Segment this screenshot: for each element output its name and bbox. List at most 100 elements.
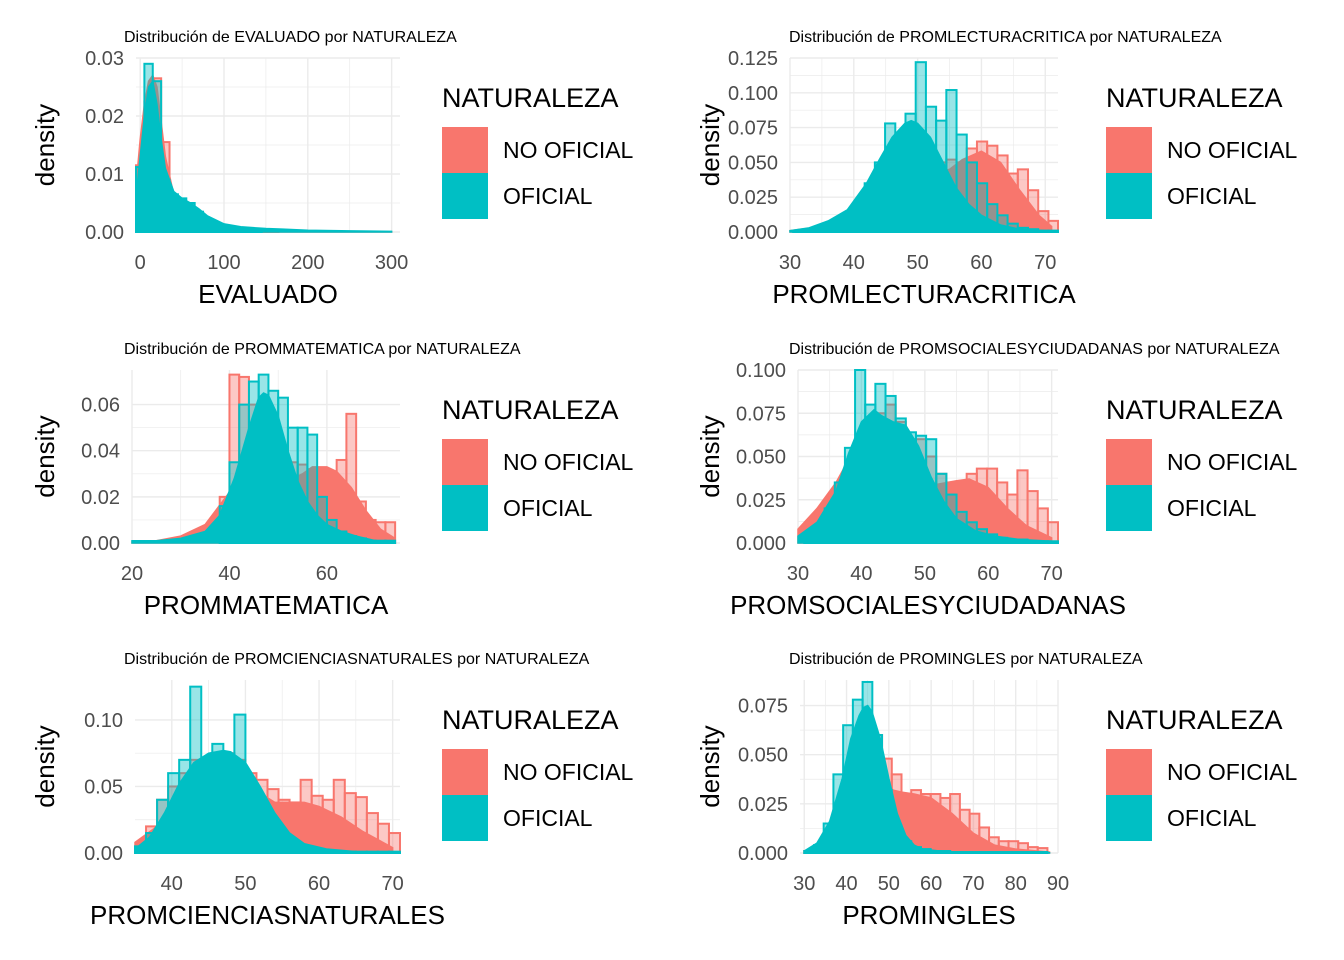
legend: NATURALEZA NO OFICIAL OFICIAL <box>1106 83 1298 219</box>
x-tick-label: 50 <box>906 252 928 274</box>
x-tick-label: 70 <box>1041 563 1063 585</box>
y-axis-label: density <box>30 415 60 497</box>
y-tick-label: 0.000 <box>736 533 786 555</box>
y-tick-label: 0.025 <box>728 187 778 209</box>
y-axis-label: density <box>695 104 725 186</box>
x-tick-label: 200 <box>291 252 324 274</box>
x-tick-label: 0 <box>135 252 146 274</box>
y-tick-label: 0.050 <box>736 447 786 469</box>
legend-title: NATURALEZA <box>442 705 619 735</box>
x-tick-label: 50 <box>914 563 936 585</box>
legend-key-oficial <box>442 173 488 219</box>
y-tick-label: 0.000 <box>728 222 778 244</box>
y-tick-label: 0.04 <box>81 441 120 463</box>
series-oficial <box>135 62 393 234</box>
density-area <box>797 408 1053 544</box>
y-tick-label: 0.025 <box>738 794 788 816</box>
legend-key-no-oficial <box>442 127 488 173</box>
legend-label: NO OFICIAL <box>503 449 634 475</box>
x-tick-label: 60 <box>977 563 999 585</box>
density-area <box>789 119 1046 233</box>
legend-key-no-oficial <box>1106 127 1152 173</box>
legend-key-no-oficial <box>1106 439 1152 485</box>
chart-title: Distribución de EVALUADO por NATURALEZA <box>124 29 457 46</box>
density-area <box>803 704 1051 854</box>
series-oficial <box>131 373 397 545</box>
legend-key-oficial <box>442 795 488 841</box>
x-tick-label: 50 <box>878 873 900 895</box>
chart-panel-1: Distribución de EVALUADO por NATURALEZA0… <box>30 29 634 309</box>
legend-key-no-oficial <box>442 439 488 485</box>
y-tick-label: 0.125 <box>728 48 778 70</box>
legend-label: OFICIAL <box>503 183 593 209</box>
legend: NATURALEZA NO OFICIAL OFICIAL <box>442 705 634 841</box>
y-tick-label: 0.00 <box>85 222 124 244</box>
legend: NATURALEZA NO OFICIAL OFICIAL <box>1106 705 1298 841</box>
legend-label: NO OFICIAL <box>1167 759 1298 785</box>
x-tick-label: 40 <box>850 563 872 585</box>
legend-title: NATURALEZA <box>442 83 619 113</box>
legend: NATURALEZA NO OFICIAL OFICIAL <box>442 395 634 531</box>
chart-title: Distribución de PROMINGLES por NATURALEZ… <box>789 651 1143 668</box>
x-tick-label: 300 <box>375 252 408 274</box>
grid <box>136 57 400 233</box>
y-tick-label: 0.000 <box>738 843 788 865</box>
y-tick-label: 0.01 <box>85 164 124 186</box>
x-tick-label: 30 <box>787 563 809 585</box>
y-axis-label: density <box>695 725 725 807</box>
x-tick-label: 80 <box>1005 873 1027 895</box>
y-tick-label: 0.03 <box>85 48 124 70</box>
chart-panel-4: Distribución de PROMSOCIALESYCIUDADANAS … <box>695 341 1298 620</box>
legend-label: OFICIAL <box>1167 495 1257 521</box>
y-tick-label: 0.00 <box>81 533 120 555</box>
legend-key-oficial <box>442 485 488 531</box>
y-tick-label: 0.06 <box>81 395 120 417</box>
x-tick-label: 30 <box>793 873 815 895</box>
legend-key-no-oficial <box>442 749 488 795</box>
legend-title: NATURALEZA <box>1106 83 1283 113</box>
x-axis-label: PROMCIENCIASNATURALES <box>90 900 445 930</box>
series-oficial <box>797 369 1059 545</box>
x-tick-label: 60 <box>920 873 942 895</box>
x-tick-label: 40 <box>218 563 240 585</box>
x-tick-label: 40 <box>835 873 857 895</box>
x-tick-label: 90 <box>1047 873 1069 895</box>
y-tick-label: 0.05 <box>84 776 123 798</box>
density-area <box>131 392 396 544</box>
series-oficial <box>789 61 1060 234</box>
series-oficial <box>134 685 402 855</box>
x-tick-label: 60 <box>970 252 992 274</box>
x-tick-label: 70 <box>1034 252 1056 274</box>
y-tick-label: 0.10 <box>84 710 123 732</box>
y-tick-label: 0.050 <box>728 152 778 174</box>
x-tick-label: 30 <box>779 252 801 274</box>
legend-key-oficial <box>1106 795 1152 841</box>
legend-title: NATURALEZA <box>1106 705 1283 735</box>
y-axis-label: density <box>30 725 60 807</box>
legend-label: OFICIAL <box>503 495 593 521</box>
y-tick-label: 0.100 <box>736 360 786 382</box>
chart-panel-5: Distribución de PROMCIENCIASNATURALES po… <box>30 651 634 930</box>
legend-key-oficial <box>1106 485 1152 531</box>
x-axis-label: PROMINGLES <box>842 900 1015 930</box>
x-tick-label: 40 <box>843 252 865 274</box>
x-tick-label: 60 <box>308 873 330 895</box>
chart-panel-3: Distribución de PROMMATEMATICA por NATUR… <box>30 341 634 620</box>
x-tick-label: 100 <box>207 252 240 274</box>
chart-title: Distribución de PROMCIENCIASNATURALES po… <box>124 651 590 668</box>
x-tick-label: 60 <box>316 563 338 585</box>
density-area <box>135 79 393 233</box>
y-tick-label: 0.075 <box>738 696 788 718</box>
y-tick-label: 0.075 <box>728 118 778 140</box>
y-tick-label: 0.100 <box>728 83 778 105</box>
y-tick-label: 0.00 <box>84 843 123 865</box>
chart-title: Distribución de PROMSOCIALESYCIUDADANAS … <box>789 341 1280 358</box>
x-tick-label: 70 <box>382 873 404 895</box>
legend: NATURALEZA NO OFICIAL OFICIAL <box>1106 395 1298 531</box>
legend-label: OFICIAL <box>1167 805 1257 831</box>
x-tick-label: 50 <box>234 873 256 895</box>
legend-label: OFICIAL <box>1167 183 1257 209</box>
legend-key-oficial <box>1106 173 1152 219</box>
chart-title: Distribución de PROMLECTURACRITICA por N… <box>789 29 1222 46</box>
